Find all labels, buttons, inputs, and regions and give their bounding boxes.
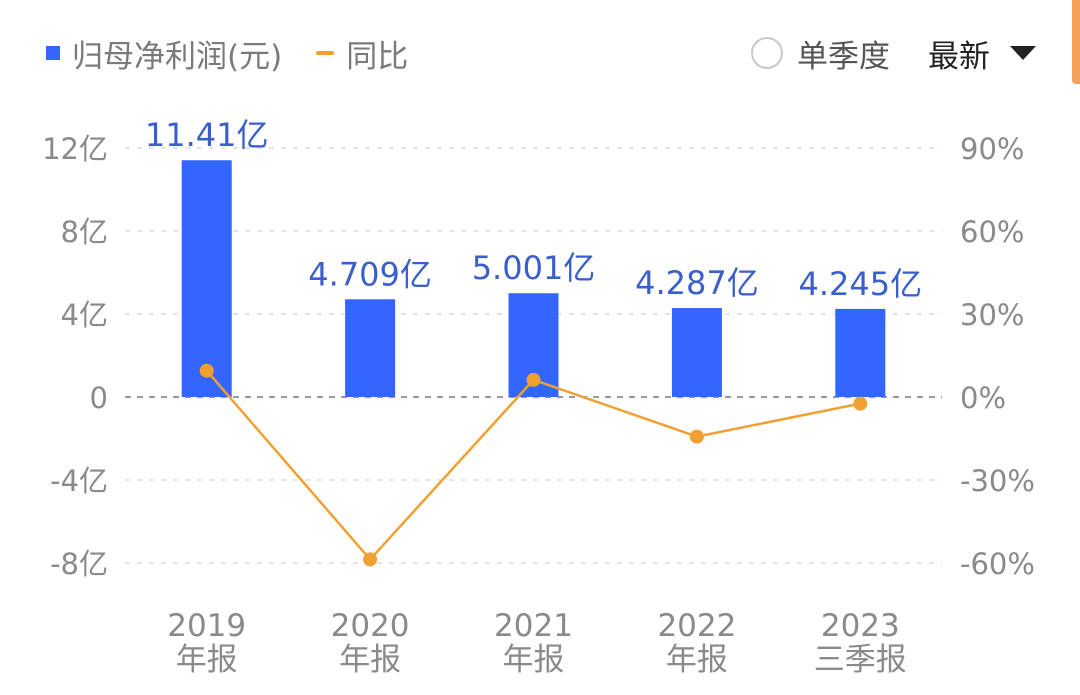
y-right-tick-label: 60%: [960, 215, 1024, 249]
x-tick-label: 2021: [494, 608, 573, 644]
legend-item-net-profit[interactable]: 归母净利润(元): [46, 31, 282, 76]
yoy-point: [853, 396, 868, 411]
y-right-tick-label: 0%: [960, 381, 1006, 415]
bar-swatch: [46, 46, 60, 60]
period-select-label[interactable]: 最新: [928, 38, 990, 75]
legend-item-yoy[interactable]: 同比: [316, 31, 408, 76]
x-tick-label: 年报: [339, 642, 401, 678]
quarter-radio[interactable]: [751, 37, 783, 69]
y-left-tick-label: 12亿: [42, 132, 108, 166]
chevron-down-icon[interactable]: [1010, 46, 1036, 60]
yoy-point: [363, 552, 378, 567]
x-tick-label: 2023: [821, 608, 900, 644]
y-left-tick-label: -8亿: [50, 547, 108, 581]
y-left-tick-label: 8亿: [61, 215, 108, 249]
quarter-label[interactable]: 单季度: [797, 38, 890, 75]
bar: [835, 308, 886, 397]
y-right-tick-label: -30%: [960, 464, 1035, 498]
y-right-tick-label: 30%: [960, 298, 1024, 332]
bar-value-label: 4.245亿: [798, 265, 922, 303]
yoy-line: [205, 369, 861, 562]
y-right-tick-label: 90%: [960, 132, 1024, 166]
x-tick-label: 2022: [657, 608, 736, 644]
bar: [671, 308, 722, 397]
bar-value-label: 4.287亿: [635, 264, 759, 302]
bar-value-label: 11.41亿: [145, 116, 269, 154]
bar-value-label: 4.709亿: [308, 255, 432, 293]
chart-controls: 单季度 最新: [751, 30, 1036, 76]
legend-label-net-profit: 归母净利润(元): [72, 38, 283, 75]
legend-label-yoy: 同比: [346, 38, 409, 75]
y-right-tick-label: -60%: [960, 547, 1035, 581]
x-tick-label: 年报: [666, 642, 728, 678]
bar: [345, 299, 396, 397]
x-tick-label: 年报: [176, 642, 238, 678]
x-tick-label: 2020: [331, 608, 410, 644]
bar-value-label: 5.001亿: [472, 249, 596, 287]
y-left-tick-label: -4亿: [50, 464, 108, 498]
x-tick-label: 三季报: [814, 642, 907, 678]
yoy-point: [689, 429, 704, 444]
scrollbar-accent[interactable]: [1072, 0, 1080, 84]
x-tick-label: 2019: [167, 608, 246, 644]
y-left-tick-label: 4亿: [61, 298, 108, 332]
yoy-point: [199, 363, 214, 378]
y-left-tick-label: 0: [90, 381, 108, 415]
x-tick-label: 年报: [503, 642, 565, 678]
line-swatch: [316, 51, 335, 55]
legend: 归母净利润(元) 同比: [46, 30, 442, 76]
bar: [181, 160, 232, 397]
yoy-point: [526, 372, 541, 387]
